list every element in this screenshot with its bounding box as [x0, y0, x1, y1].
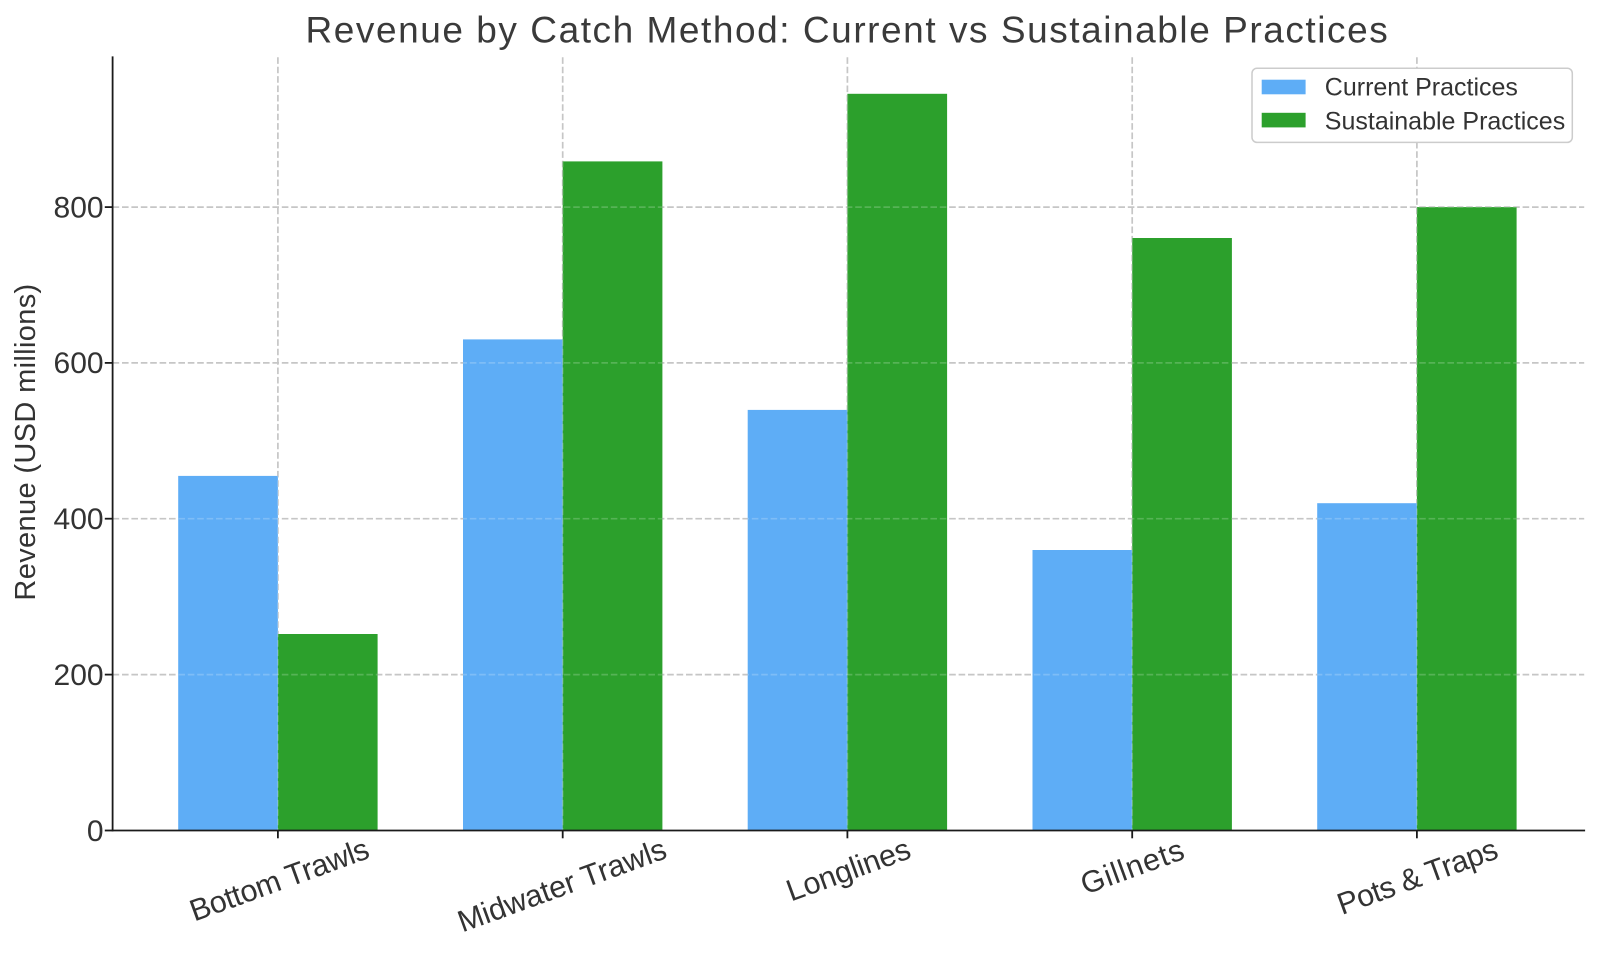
svg-text:Current Practices: Current Practices: [1325, 74, 1518, 102]
svg-text:Sustainable Practices: Sustainable Practices: [1325, 108, 1565, 136]
svg-text:Revenue (USD millions): Revenue (USD millions): [10, 283, 42, 600]
svg-text:400: 400: [54, 503, 104, 536]
svg-text:600: 600: [54, 347, 104, 380]
svg-text:800: 800: [54, 191, 104, 224]
svg-text:0: 0: [87, 815, 104, 848]
svg-text:Revenue by Catch Method: Curre: Revenue by Catch Method: Current vs Sust…: [306, 10, 1390, 51]
svg-text:200: 200: [54, 659, 104, 692]
